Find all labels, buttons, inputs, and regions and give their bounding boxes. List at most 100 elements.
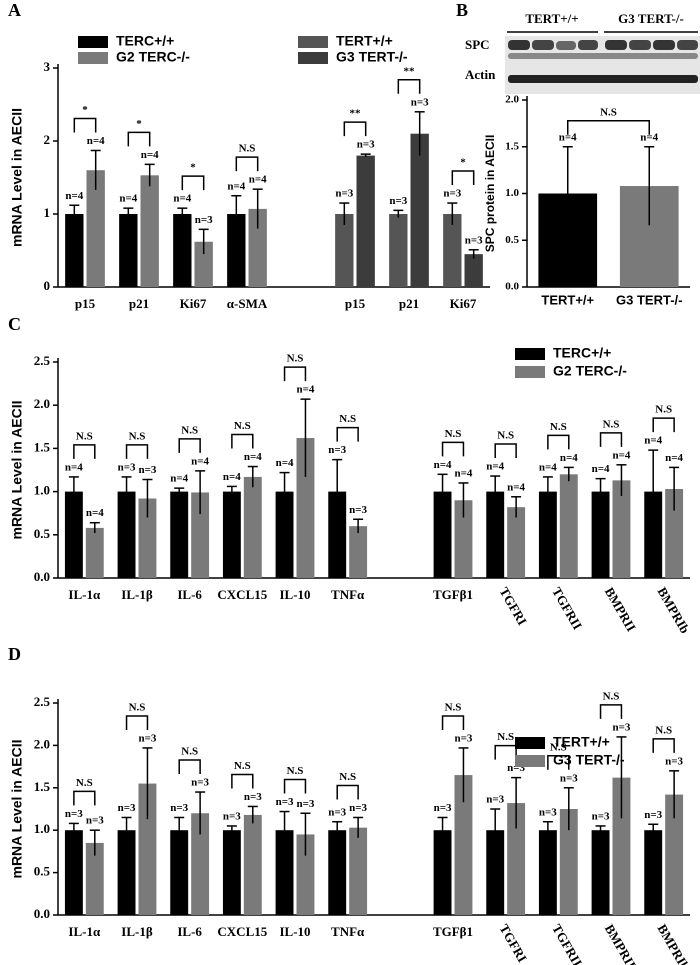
- n-label: n=3: [443, 188, 461, 200]
- x-tick-label: BMPRIb: [654, 922, 692, 965]
- bar: [486, 830, 505, 915]
- n-label: n=3: [613, 721, 631, 733]
- significance-bracket: [181, 175, 205, 191]
- y-tick-label: 1.0: [34, 821, 50, 836]
- legend-swatch: [515, 737, 545, 749]
- significance-bracket: [441, 715, 465, 730]
- significance-label: N.S: [129, 701, 146, 713]
- n-label: n=4: [87, 135, 105, 147]
- bar: [227, 214, 246, 287]
- n-label: n=4: [119, 193, 137, 205]
- x-tick-label: IL-6: [177, 587, 202, 602]
- bar: [349, 827, 368, 915]
- blot-band: [508, 40, 530, 50]
- bar: [559, 809, 578, 915]
- significance-label: N.S: [339, 413, 356, 425]
- bar: [612, 480, 631, 578]
- blot-band: [653, 40, 675, 50]
- n-label: n=4: [173, 193, 191, 205]
- x-tick-label: p21: [129, 296, 149, 311]
- bar: [173, 214, 192, 287]
- n-label: n=3: [328, 444, 346, 456]
- n-label: n=3: [328, 806, 346, 818]
- x-tick-label: IL-1α: [68, 924, 101, 939]
- significance-label: N.S: [234, 760, 251, 772]
- significance-label: **: [404, 65, 416, 77]
- panel-label: B: [456, 0, 468, 20]
- bar: [356, 155, 375, 287]
- n-label: n=3: [191, 777, 209, 789]
- n-label: n=3: [644, 809, 662, 821]
- x-tick-label: BMPRII: [602, 922, 639, 965]
- bar: [65, 214, 84, 287]
- n-label: n=4: [170, 473, 188, 485]
- n-label: n=3: [139, 732, 157, 744]
- bar: [559, 474, 578, 578]
- significance-bracket: [652, 738, 675, 753]
- legend-label: TERC+/+: [553, 345, 611, 361]
- significance-label: N.S: [129, 430, 146, 442]
- n-label: n=3: [349, 802, 367, 814]
- n-label: n=3: [139, 464, 157, 476]
- panel-label: D: [8, 644, 21, 664]
- significance-label: N.S: [603, 418, 620, 430]
- significance-label: N.S: [181, 424, 198, 436]
- bar: [665, 794, 684, 915]
- y-tick-label: 3: [44, 59, 51, 74]
- significance-bracket: [231, 773, 254, 789]
- y-tick-label: 0.0: [34, 906, 50, 921]
- blot-group-label: G3 TERT-/-: [618, 11, 684, 26]
- x-tick-label: Ki67: [180, 296, 207, 311]
- n-label: n=4: [65, 461, 83, 473]
- y-tick-label: 0.5: [34, 526, 51, 541]
- n-label: n=4: [191, 455, 209, 467]
- y-tick-label: 0: [44, 278, 51, 293]
- x-tick-label: IL-1α: [68, 587, 101, 602]
- significance-bracket: [397, 79, 421, 94]
- x-tick-label: TGFβ1: [433, 924, 473, 939]
- n-label: n=3: [170, 802, 188, 814]
- legend-swatch: [78, 36, 108, 48]
- x-tick-label: BMPRIb: [654, 585, 692, 636]
- n-label: n=3: [465, 234, 483, 246]
- bar: [222, 830, 241, 915]
- n-label: n=3: [223, 810, 241, 822]
- bar: [538, 491, 557, 578]
- y-tick-label: 2.0: [505, 94, 519, 106]
- legend-swatch: [515, 755, 545, 767]
- x-tick-label: TGFRII: [549, 585, 585, 633]
- bar: [389, 214, 408, 287]
- legend-label: G2 TERC-/-: [116, 49, 190, 65]
- legend-swatch: [515, 366, 545, 378]
- n-label: n=4: [276, 457, 294, 469]
- bar: [591, 830, 610, 915]
- significance-bracket: [231, 433, 254, 449]
- n-label: n=4: [486, 461, 504, 473]
- bar: [275, 491, 294, 578]
- bar: [538, 830, 557, 915]
- significance-bracket: [127, 131, 151, 147]
- x-tick-label: p15: [345, 296, 366, 311]
- significance-bracket: [336, 426, 359, 442]
- n-label: n=3: [411, 96, 429, 108]
- y-tick-label: 1.0: [505, 187, 519, 199]
- x-tick-label: IL-1β: [121, 587, 153, 602]
- y-tick-label: 2.5: [34, 694, 51, 709]
- blot-row-label: Actin: [465, 67, 496, 82]
- x-tick-label: IL-10: [279, 924, 310, 939]
- n-label: n=4: [249, 174, 267, 186]
- n-label: n=4: [86, 507, 104, 519]
- bar: [243, 476, 262, 578]
- n-label: n=4: [141, 149, 159, 161]
- blot-band: [605, 40, 627, 50]
- x-tick-label: TGFRI: [496, 922, 530, 965]
- bar: [296, 834, 315, 915]
- n-label: n=3: [195, 214, 213, 226]
- bar: [464, 254, 483, 287]
- legend-label: G3 TERT-/-: [336, 49, 408, 65]
- bar: [328, 491, 347, 578]
- bar: [665, 489, 684, 578]
- bar: [248, 208, 267, 287]
- blot-band: [532, 40, 554, 50]
